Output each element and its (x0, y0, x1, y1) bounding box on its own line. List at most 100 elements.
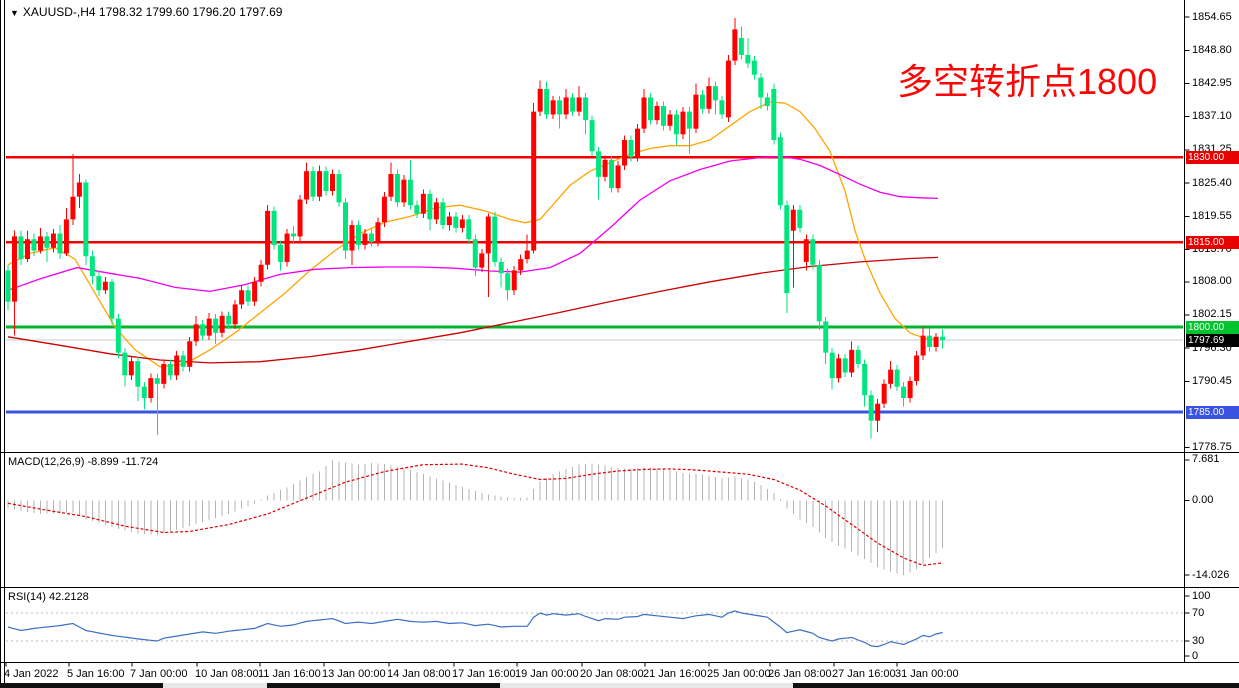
candle-body (148, 378, 154, 399)
candle-body (570, 97, 576, 112)
price-badge-1830.00: 1830.00 (1186, 150, 1239, 164)
candle-body (648, 97, 654, 121)
candle-body (492, 216, 498, 262)
candle-body (18, 236, 24, 260)
candle-body (628, 139, 634, 157)
candle-body (297, 199, 303, 237)
macd-axis-label: -14.026 (1192, 568, 1230, 581)
candle-body (725, 60, 731, 118)
candle-body (920, 335, 926, 356)
candle-body (427, 193, 433, 220)
candle-body (394, 174, 400, 203)
candle-body (654, 105, 660, 121)
rsi-axis-label: 70 (1192, 606, 1205, 619)
candle-body (842, 358, 848, 373)
candle-body (50, 233, 56, 248)
candle-body (161, 363, 167, 384)
candle-body (310, 171, 316, 197)
candle-body (368, 233, 374, 243)
candle-body (89, 256, 95, 277)
candle-body (680, 111, 686, 135)
candle-body (57, 233, 63, 254)
candle-body (466, 219, 472, 240)
candle-body (738, 37, 744, 55)
candle-body (83, 182, 89, 257)
candle-body (479, 253, 485, 268)
candle-body (777, 137, 783, 206)
macd-signal-line (7, 463, 943, 567)
candle-body (907, 381, 913, 399)
macd-axis-label: 0.00 (1192, 494, 1214, 507)
candle-body (635, 128, 641, 157)
candle-body (213, 318, 219, 333)
candle-body (693, 94, 699, 129)
rsi-axis-label: 30 (1192, 634, 1205, 647)
candle-body (797, 209, 803, 228)
candle-body (304, 171, 310, 200)
time-axis-label: 5 Jan 16:00 (67, 668, 125, 680)
price-axis-label: 1854.65 (1192, 10, 1232, 23)
time-axis-label: 21 Jan 16:00 (643, 668, 707, 680)
candle-body (764, 97, 770, 106)
candle-body (511, 270, 517, 291)
candle-body (245, 290, 251, 302)
price-axis-label: 1837.10 (1192, 110, 1232, 123)
candle-body (200, 324, 206, 336)
candle-body (76, 182, 82, 197)
time-axis-label: 11 Jan 16:00 (258, 668, 321, 680)
candle-body (11, 236, 17, 302)
time-axis-label: 25 Jan 00:00 (707, 668, 771, 680)
candle-body (881, 383, 887, 404)
candle-body (388, 174, 394, 197)
candle-body (154, 378, 160, 384)
candle-body (291, 233, 297, 237)
candle-body (531, 111, 537, 251)
candle-body (836, 358, 842, 379)
candle-body (790, 209, 796, 231)
candle-body (420, 193, 426, 214)
time-axis-label: 20 Jan 08:00 (580, 668, 644, 680)
candle-body (771, 88, 777, 140)
candle-body (459, 219, 465, 228)
price-axis-label: 1842.95 (1192, 77, 1232, 90)
candle-body (284, 233, 290, 262)
candle-body (24, 239, 30, 260)
candle-body (401, 179, 407, 203)
candle-body (5, 270, 11, 302)
collapse-triangle-icon[interactable]: ▼ (10, 8, 19, 18)
candle-body (875, 403, 881, 421)
candle-body (37, 236, 43, 251)
candle-body (433, 202, 439, 220)
chart-title-text: XAUUSD-,H4 1798.32 1799.60 1796.20 1797.… (22, 5, 283, 19)
candle-body (660, 105, 666, 126)
candle-body (252, 281, 258, 302)
candle-body (544, 88, 550, 115)
candle-body (63, 219, 69, 254)
candle-body (596, 151, 602, 177)
candle-body (128, 361, 134, 376)
candle-body (446, 216, 452, 226)
candle-body (440, 202, 446, 226)
candle-body (557, 100, 563, 115)
candle-body (699, 94, 705, 109)
candle-body (336, 174, 342, 203)
candle-body (894, 369, 900, 387)
candle-body (109, 281, 115, 319)
candle-body (583, 97, 589, 121)
candle-body (706, 86, 712, 109)
time-axis-label: 26 Jan 08:00 (768, 668, 832, 680)
time-axis-label: 10 Jan 08:00 (195, 668, 259, 680)
candle-body (758, 77, 764, 98)
candle-body (453, 216, 459, 228)
candle-body (407, 179, 413, 206)
candle-body (135, 361, 141, 387)
candle-body (375, 222, 381, 243)
candle-body (472, 239, 478, 268)
candle-body (498, 261, 504, 274)
candle-body (667, 114, 673, 126)
candle-body (673, 114, 679, 135)
candle-body (609, 159, 615, 189)
candle-body (485, 216, 491, 254)
candle-body (550, 100, 556, 115)
